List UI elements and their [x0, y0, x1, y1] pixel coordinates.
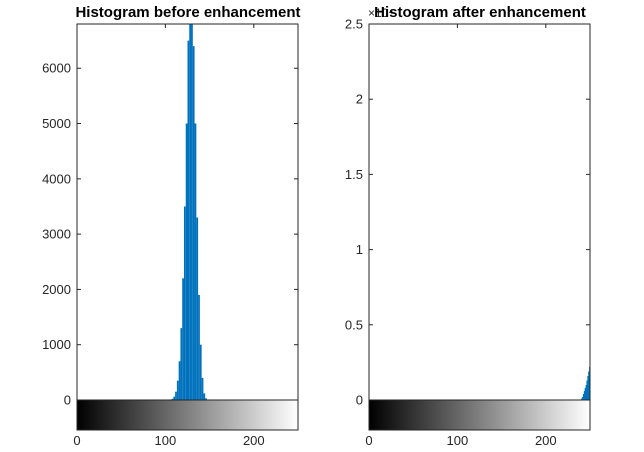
chart-before-bar: [205, 398, 207, 400]
chart-after-x-tick-label: 100: [447, 433, 469, 448]
chart-before-bar: [185, 123, 188, 400]
chart-before-bar: [194, 123, 197, 400]
chart-before-y-tick-label: 3000: [42, 227, 71, 242]
chart-before-bar: [176, 380, 179, 400]
chart-after-x-tick-label: 200: [535, 433, 557, 448]
chart-before-bar: [199, 344, 202, 400]
chart-before-y-tick-label: 4000: [42, 171, 71, 186]
chart-before-bar: [180, 328, 183, 400]
chart-before-bar: [189, 24, 192, 400]
chart-before-bars: [171, 24, 207, 401]
chart-after-y-tick-label: 1: [356, 242, 363, 257]
chart-before-x-tick-label: 100: [155, 433, 177, 448]
chart-before-bar: [201, 377, 204, 400]
chart-before-bar: [203, 393, 206, 400]
chart-before-title: Histogram before enhancement: [75, 4, 300, 21]
chart-before-bar: [192, 46, 195, 400]
chart-before-x-ticks: 0 100 200: [73, 24, 265, 448]
chart-before-x-tick-label: 200: [243, 433, 265, 448]
chart-after-axes-box: [368, 23, 591, 401]
chart-before-bar: [182, 278, 184, 400]
chart-before-colorbar: [77, 400, 298, 430]
chart-before-x-tick-label: 0: [73, 433, 80, 448]
chart-before-y-tick-label: 6000: [42, 61, 71, 76]
chart-before-y-tick-label: 5000: [42, 116, 71, 131]
chart-before-bar: [196, 217, 199, 400]
chart-before-bar: [171, 398, 174, 400]
chart-before-y-tick-label: 0: [64, 393, 71, 408]
chart-before-y-ticks: 0 1000 2000 3000 4000 5000 6000: [42, 61, 298, 408]
chart-after-x-ticks: 0 100 200: [365, 24, 557, 448]
chart-after-x-tick-label: 0: [365, 433, 372, 448]
chart-after-bar: [581, 398, 583, 400]
chart-after-y-ticks: 0 0.5 1 1.5 2 2.5: [345, 17, 590, 408]
chart-before-bar: [175, 391, 177, 400]
chart-before-axes-box: [76, 23, 299, 401]
chart-after: ×10⁴ Histogram after enhancement 0 0.5 1 1.…: [345, 4, 591, 448]
chart-before-bar: [187, 40, 190, 401]
chart-after-y-tick-label: 2.5: [345, 17, 363, 32]
chart-before-y-tick-label: 1000: [42, 337, 71, 352]
chart-before-bar: [198, 294, 200, 400]
chart-before: Histogram before enhancement 01000200030…: [42, 4, 300, 448]
chart-before-bar: [183, 206, 186, 400]
chart-after-colorbar: [369, 400, 590, 430]
chart-before-y-tick-label: 2000: [42, 282, 71, 297]
chart-after-y-tick-label: 0.5: [345, 317, 363, 332]
chart-after-bars: [581, 366, 590, 400]
chart-before-bar: [173, 396, 176, 400]
chart-before-bar: [191, 24, 193, 400]
chart-after-y-tick-label: 1.5: [345, 167, 363, 182]
chart-before-bar: [178, 361, 181, 400]
chart-after-y-exponent: ×10⁴: [368, 6, 394, 20]
chart-after-y-tick-label: 2: [356, 92, 363, 107]
chart-after-bar: [588, 371, 590, 400]
chart-after-title: Histogram after enhancement: [374, 4, 586, 21]
chart-after-y-tick-label: 0: [356, 393, 363, 408]
chart-after-bar: [584, 387, 587, 400]
